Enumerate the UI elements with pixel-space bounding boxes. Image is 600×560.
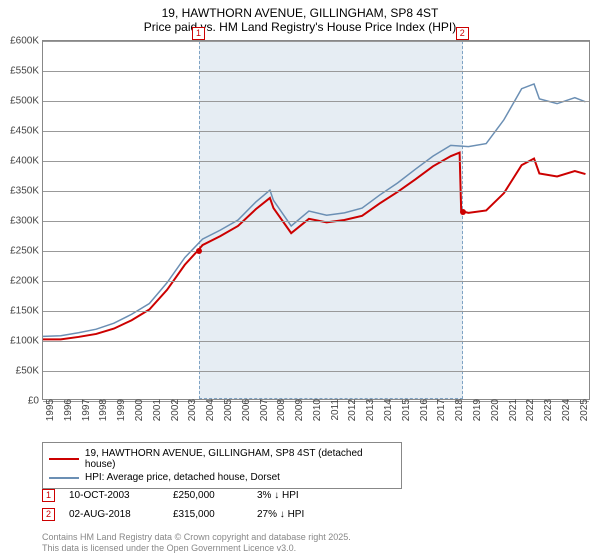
gridline-h <box>43 311 589 312</box>
transaction-marker: 2 <box>456 27 469 40</box>
y-tick-label: £0 <box>28 396 43 407</box>
gridline-h <box>43 101 589 102</box>
y-tick-label: £350K <box>10 186 43 197</box>
legend-swatch <box>49 477 79 479</box>
x-tick-label: 1999 <box>114 399 127 421</box>
footnote-line-2: This data is licensed under the Open Gov… <box>42 543 351 554</box>
y-tick-label: £150K <box>10 306 43 317</box>
x-tick-label: 2013 <box>363 399 376 421</box>
x-tick-label: 2020 <box>488 399 501 421</box>
x-tick-label: 2004 <box>203 399 216 421</box>
gridline-h <box>43 341 589 342</box>
x-tick-label: 1997 <box>79 399 92 421</box>
legend-label: HPI: Average price, detached house, Dors… <box>85 472 280 483</box>
transaction-pct: 3% ↓ HPI <box>257 490 337 501</box>
x-tick-label: 2002 <box>168 399 181 421</box>
x-tick-label: 2019 <box>470 399 483 421</box>
chart-plot-area: £0£50K£100K£150K£200K£250K£300K£350K£400… <box>42 40 590 400</box>
x-tick-label: 2003 <box>185 399 198 421</box>
y-tick-label: £550K <box>10 66 43 77</box>
x-tick-label: 2024 <box>559 399 572 421</box>
x-tick-label: 2011 <box>328 399 341 421</box>
transaction-dot <box>196 248 202 254</box>
transaction-price: £315,000 <box>173 509 243 520</box>
legend-row: HPI: Average price, detached house, Dors… <box>49 471 395 484</box>
legend-row: 19, HAWTHORN AVENUE, GILLINGHAM, SP8 4ST… <box>49 447 395 471</box>
legend-swatch <box>49 458 79 460</box>
x-tick-label: 2022 <box>523 399 536 421</box>
transaction-date: 10-OCT-2003 <box>69 490 159 501</box>
x-tick-label: 2005 <box>221 399 234 421</box>
transaction-row-marker: 1 <box>42 489 55 502</box>
x-tick-label: 2010 <box>310 399 323 421</box>
x-tick-label: 2001 <box>150 399 163 421</box>
footnote-line-1: Contains HM Land Registry data © Crown c… <box>42 532 351 543</box>
x-tick-label: 2000 <box>132 399 145 421</box>
x-tick-label: 1995 <box>43 399 56 421</box>
title-line-1: 19, HAWTHORN AVENUE, GILLINGHAM, SP8 4ST <box>0 0 600 20</box>
legend-box: 19, HAWTHORN AVENUE, GILLINGHAM, SP8 4ST… <box>42 442 402 489</box>
x-tick-label: 2007 <box>257 399 270 421</box>
series-line-hpi <box>43 84 585 336</box>
y-tick-label: £400K <box>10 156 43 167</box>
transaction-pct: 27% ↓ HPI <box>257 509 337 520</box>
y-tick-label: £100K <box>10 336 43 347</box>
y-tick-label: £50K <box>16 366 43 377</box>
y-tick-label: £600K <box>10 36 43 47</box>
x-tick-label: 2009 <box>292 399 305 421</box>
x-tick-label: 2017 <box>434 399 447 421</box>
transactions-table: 1 10-OCT-2003 £250,000 3% ↓ HPI 2 02-AUG-2018… <box>42 486 337 524</box>
gridline-h <box>43 371 589 372</box>
x-tick-label: 2015 <box>399 399 412 421</box>
x-tick-label: 2012 <box>345 399 358 421</box>
x-tick-label: 2014 <box>381 399 394 421</box>
y-tick-label: £500K <box>10 96 43 107</box>
footnote: Contains HM Land Registry data © Crown c… <box>42 532 351 554</box>
transaction-price: £250,000 <box>173 490 243 501</box>
x-tick-label: 2006 <box>239 399 252 421</box>
title-line-2: Price paid vs. HM Land Registry's House … <box>0 20 600 38</box>
gridline-h <box>43 161 589 162</box>
gridline-h <box>43 221 589 222</box>
x-tick-label: 2018 <box>452 399 465 421</box>
x-tick-label: 2008 <box>274 399 287 421</box>
y-tick-label: £300K <box>10 216 43 227</box>
transaction-row: 1 10-OCT-2003 £250,000 3% ↓ HPI <box>42 486 337 505</box>
gridline-h <box>43 191 589 192</box>
gridline-h <box>43 251 589 252</box>
legend-label: 19, HAWTHORN AVENUE, GILLINGHAM, SP8 4ST… <box>85 448 395 470</box>
x-tick-label: 1998 <box>96 399 109 421</box>
x-tick-label: 2021 <box>506 399 519 421</box>
x-tick-label: 2025 <box>577 399 590 421</box>
gridline-h <box>43 41 589 42</box>
gridline-h <box>43 131 589 132</box>
x-tick-label: 2016 <box>417 399 430 421</box>
y-tick-label: £450K <box>10 126 43 137</box>
gridline-h <box>43 71 589 72</box>
gridline-h <box>43 281 589 282</box>
transaction-marker: 1 <box>192 27 205 40</box>
x-tick-label: 1996 <box>61 399 74 421</box>
transaction-date: 02-AUG-2018 <box>69 509 159 520</box>
x-tick-label: 2023 <box>541 399 554 421</box>
transaction-row: 2 02-AUG-2018 £315,000 27% ↓ HPI <box>42 505 337 524</box>
y-tick-label: £250K <box>10 246 43 257</box>
transaction-dot <box>460 209 466 215</box>
y-tick-label: £200K <box>10 276 43 287</box>
chart-lines-svg <box>43 41 589 399</box>
transaction-row-marker: 2 <box>42 508 55 521</box>
